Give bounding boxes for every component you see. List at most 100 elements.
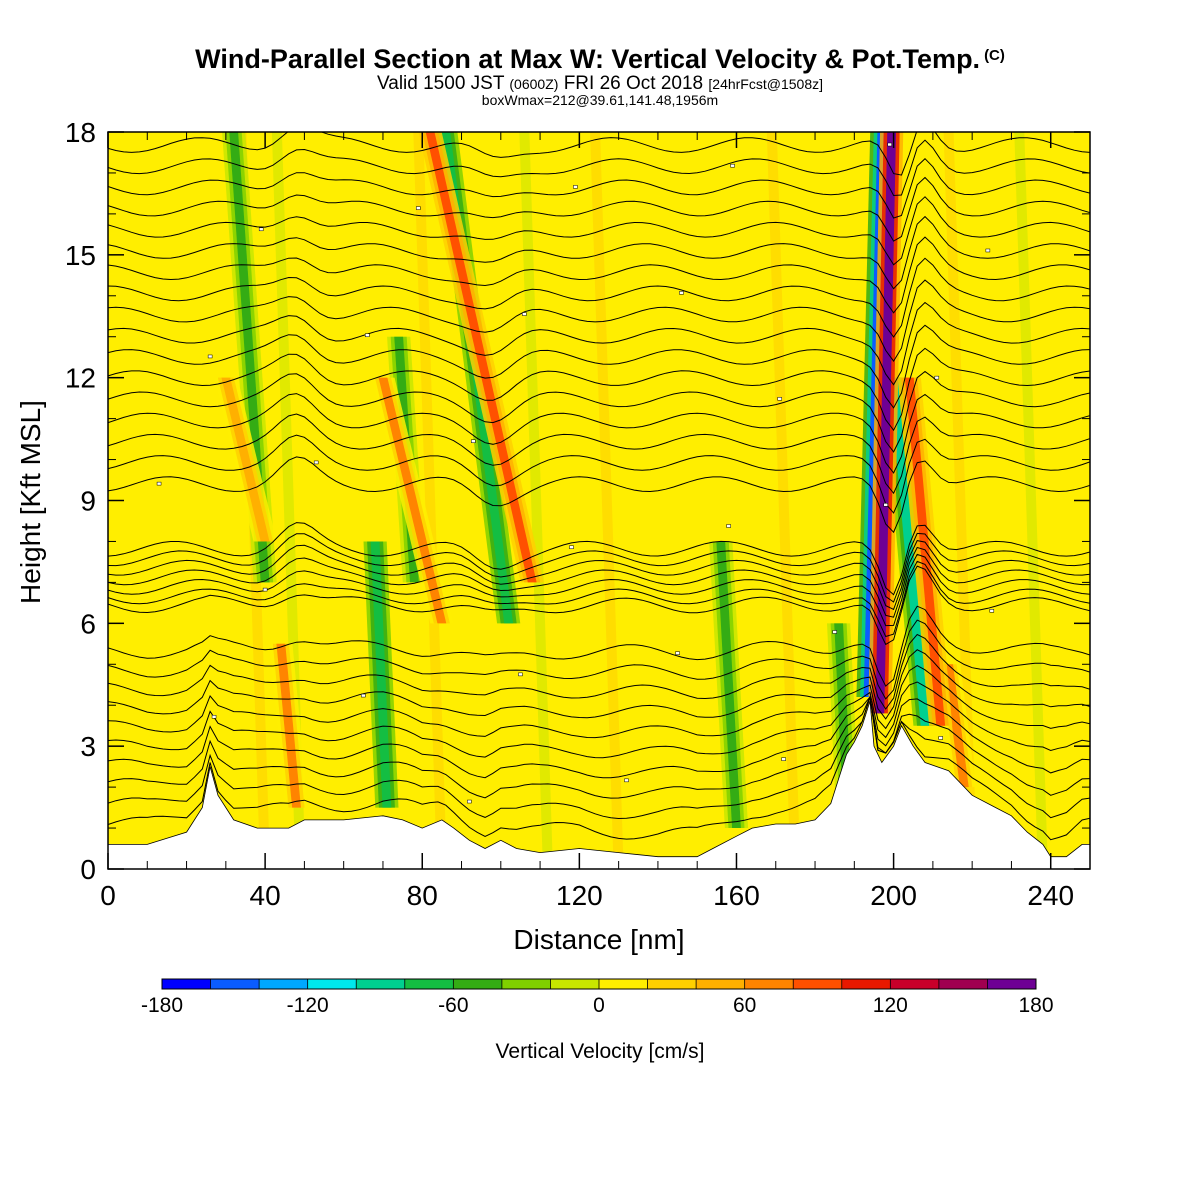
copyright-mark: (C) [984, 47, 1005, 64]
isentrope-line [108, 157, 1090, 219]
isentrope-label-mark [313, 460, 319, 465]
x-axis-label: Distance [nm] [513, 924, 684, 955]
isentrope-label-mark [471, 439, 476, 443]
forecast-info: [24hrFcst@1508z] [708, 76, 823, 92]
velocity-streak [519, 132, 553, 869]
isentrope-line [108, 696, 1090, 841]
colorbar-tick-label: -60 [438, 994, 468, 1017]
x-tick-label: 80 [407, 880, 438, 911]
isentrope-line [108, 139, 1090, 197]
colorbar: -180 -120 -60 0 60 120 180 [141, 978, 1054, 1017]
isentrope-line [108, 393, 1090, 474]
isentrope-label-mark [467, 799, 472, 804]
isentrope-label-mark [883, 503, 888, 507]
isentrope-label-mark [781, 757, 786, 761]
isentrope-line [108, 236, 1090, 314]
isentrope-line [108, 279, 1090, 362]
isentrope-line [108, 605, 1090, 687]
isentrope-label-mark [569, 545, 574, 549]
box-max-info: boxWmax=212@39.61,141.48,1956m [481, 92, 719, 108]
isentrope-line [108, 413, 1090, 495]
isentrope-line [108, 522, 1090, 596]
potential-temperature-contours [108, 132, 1090, 846]
isentrope-line [108, 695, 1090, 779]
colorbar-swatch [647, 979, 697, 989]
isentrope-label-mark [989, 609, 995, 613]
isentrope-label-mark [361, 693, 366, 698]
colorbar-tick-label: 120 [873, 994, 908, 1017]
isentrope-label-mark [832, 630, 837, 634]
isentrope-line [108, 696, 1090, 820]
chart-title-text: Wind-Parallel Section at Max W: Vertical… [195, 44, 981, 74]
isentrope-line [108, 553, 1090, 627]
colorbar-tick-label: -120 [287, 994, 329, 1017]
colorbar-swatch [890, 979, 940, 989]
plot-area [108, 132, 1090, 869]
colorbar-swatch [841, 979, 891, 989]
colorbar-swatch [307, 979, 357, 989]
isentrope-line [108, 370, 1090, 453]
x-tick-label: 120 [556, 880, 603, 911]
velocity-band [378, 377, 447, 624]
isentrope-line [108, 301, 1090, 386]
isentrope-line [108, 132, 1090, 176]
velocity-streak [413, 132, 447, 869]
colorbar-swatch [550, 979, 600, 989]
isentrope-line [108, 695, 1090, 799]
isentrope-label-mark [207, 354, 213, 359]
colorbar-swatch [987, 979, 1037, 989]
isentrope-label-mark [675, 651, 680, 655]
isentrope-line [108, 434, 1090, 514]
velocity-streak [943, 132, 978, 869]
isentrope-label-mark [679, 291, 684, 295]
terrain [108, 700, 1090, 869]
x-tick-label: 160 [713, 880, 760, 911]
velocity-band [944, 664, 969, 788]
colorbar-label: Vertical Velocity [cm/s] [496, 1040, 705, 1063]
isentrope-line [108, 665, 1090, 739]
velocity-streak [590, 132, 624, 869]
colorbar-swatch [404, 979, 454, 989]
isentrope-line [108, 176, 1090, 242]
y-tick-label: 3 [80, 731, 96, 762]
isentrope-line [108, 649, 1090, 720]
velocity-band [904, 377, 946, 726]
isentrope-line [108, 681, 1090, 759]
isentrope-line [108, 196, 1090, 266]
valid-utc: (0600Z) [509, 76, 559, 92]
isentrope-line [108, 324, 1090, 409]
isentrope-line [108, 633, 1090, 710]
colorbar-swatch [356, 979, 406, 989]
x-tick-label: 240 [1027, 880, 1074, 911]
valid-date: FRI 26 Oct 2018 [563, 73, 704, 94]
colorbar-swatch [259, 979, 308, 989]
colorbar-tick-label: 0 [593, 994, 605, 1017]
y-axis-label: Height [Kft MSL] [15, 400, 46, 604]
colorbar-swatch [210, 979, 260, 989]
isentrope-label-mark [730, 163, 735, 168]
colorbar-swatch [453, 979, 503, 989]
velocity-band [875, 132, 897, 714]
isentrope-label-mark [518, 672, 523, 677]
isentrope-label-mark [777, 397, 782, 401]
valid-prefix: Valid 1500 JST [377, 73, 505, 94]
y-tick-label: 18 [65, 117, 96, 148]
chart-title: Wind-Parallel Section at Max W: Vertical… [0, 44, 1200, 75]
velocity-streak [766, 132, 801, 869]
velocity-band [425, 132, 537, 583]
axes: 0 40 80 120 160 200 240 0 3 6 9 12 15 18 [65, 117, 1091, 911]
isentrope-label-mark [211, 715, 217, 719]
x-tick-label: 200 [870, 880, 917, 911]
valid-time-line: Valid 1500 JST (0600Z) FRI 26 Oct 2018 [… [0, 73, 1200, 95]
velocity-band [716, 541, 741, 829]
colorbar-swatch [162, 979, 211, 989]
isentrope-label-mark [938, 736, 943, 740]
isentrope-label-mark [887, 142, 892, 147]
isentrope-label-mark [156, 481, 162, 486]
x-tick-label: 0 [100, 880, 116, 911]
isentrope-label-mark [262, 587, 268, 592]
colorbar-swatch [599, 979, 648, 989]
colorbar-swatch [938, 979, 988, 989]
colorbar-swatch [793, 979, 843, 989]
